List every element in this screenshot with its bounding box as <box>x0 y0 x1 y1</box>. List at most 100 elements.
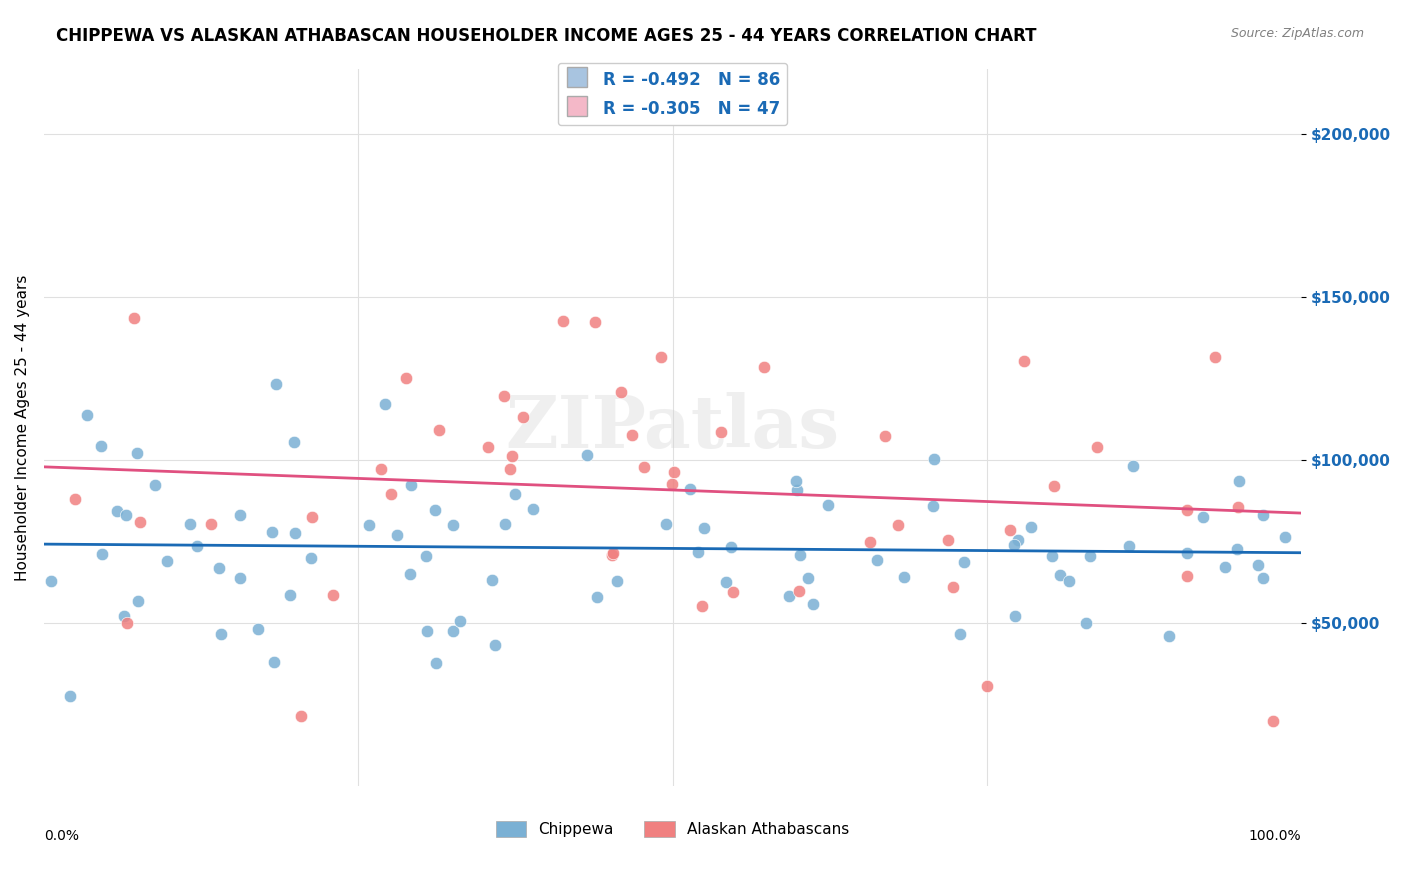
Point <box>796 571 818 585</box>
Point <box>263 656 285 670</box>
Point <box>859 535 882 549</box>
Point <box>887 518 910 533</box>
Point <box>710 425 733 439</box>
Point <box>76 408 98 422</box>
Point <box>1122 459 1144 474</box>
Point <box>370 462 392 476</box>
Point <box>1049 567 1071 582</box>
Point <box>1227 500 1250 514</box>
Point <box>1004 609 1026 624</box>
Point <box>1204 350 1226 364</box>
Point <box>322 589 344 603</box>
Point <box>817 498 839 512</box>
Point <box>1247 558 1270 573</box>
Point <box>91 547 114 561</box>
Point <box>278 589 301 603</box>
Point <box>399 567 422 582</box>
Point <box>247 622 270 636</box>
Point <box>498 462 520 476</box>
Point <box>690 599 713 613</box>
Point <box>512 409 534 424</box>
Point <box>1007 533 1029 548</box>
Point <box>284 525 307 540</box>
Point <box>942 580 965 594</box>
Point <box>208 561 231 575</box>
Point <box>650 350 672 364</box>
Point <box>866 553 889 567</box>
Point <box>1175 546 1198 560</box>
Point <box>143 478 166 492</box>
Point <box>209 626 232 640</box>
Point <box>125 445 148 459</box>
Point <box>105 504 128 518</box>
Point <box>481 573 503 587</box>
Point <box>1251 571 1274 585</box>
Point <box>1177 503 1199 517</box>
Point <box>723 585 745 599</box>
Point <box>1014 354 1036 368</box>
Point <box>39 574 62 588</box>
Point <box>1227 474 1250 488</box>
Text: CHIPPEWA VS ALASKAN ATHABASCAN HOUSEHOLDER INCOME AGES 25 - 44 YEARS CORRELATION: CHIPPEWA VS ALASKAN ATHABASCAN HOUSEHOLD… <box>56 27 1036 45</box>
Point <box>522 501 544 516</box>
Point <box>801 597 824 611</box>
Point <box>415 549 437 563</box>
Point <box>661 477 683 491</box>
Point <box>949 627 972 641</box>
Point <box>186 539 208 553</box>
Point <box>59 689 82 703</box>
Point <box>1042 549 1064 563</box>
Point <box>893 570 915 584</box>
Point <box>873 429 896 443</box>
Point <box>229 508 252 522</box>
Point <box>262 525 284 540</box>
Point <box>112 609 135 624</box>
Point <box>385 528 408 542</box>
Point <box>156 554 179 568</box>
Point <box>686 545 709 559</box>
Point <box>63 492 86 507</box>
Point <box>1175 569 1198 583</box>
Point <box>610 385 633 400</box>
Point <box>494 517 516 532</box>
Point <box>1085 440 1108 454</box>
Point <box>606 574 628 588</box>
Point <box>586 591 609 605</box>
Point <box>492 389 515 403</box>
Point <box>299 550 322 565</box>
Point <box>290 709 312 723</box>
Point <box>662 465 685 479</box>
Point <box>124 310 146 325</box>
Point <box>1002 538 1025 552</box>
Point <box>620 427 643 442</box>
Point <box>1000 523 1022 537</box>
Point <box>633 460 655 475</box>
Point <box>200 517 222 532</box>
Point <box>128 516 150 530</box>
Point <box>692 521 714 535</box>
Point <box>976 679 998 693</box>
Point <box>380 487 402 501</box>
Point <box>1253 508 1275 522</box>
Point <box>427 423 450 437</box>
Text: ZIPatlas: ZIPatlas <box>506 392 839 463</box>
Point <box>301 509 323 524</box>
Point <box>266 377 288 392</box>
Point <box>395 370 418 384</box>
Point <box>922 452 945 467</box>
Point <box>1274 530 1296 544</box>
Point <box>679 483 702 497</box>
Point <box>1226 541 1249 556</box>
Point <box>283 434 305 449</box>
Point <box>374 397 396 411</box>
Point <box>441 624 464 638</box>
Point <box>789 548 811 562</box>
Point <box>115 615 138 630</box>
Point <box>752 360 775 375</box>
Point <box>359 517 381 532</box>
Point <box>441 517 464 532</box>
Point <box>1118 539 1140 553</box>
Point <box>425 656 447 670</box>
Point <box>1057 574 1080 588</box>
Point <box>1043 479 1066 493</box>
